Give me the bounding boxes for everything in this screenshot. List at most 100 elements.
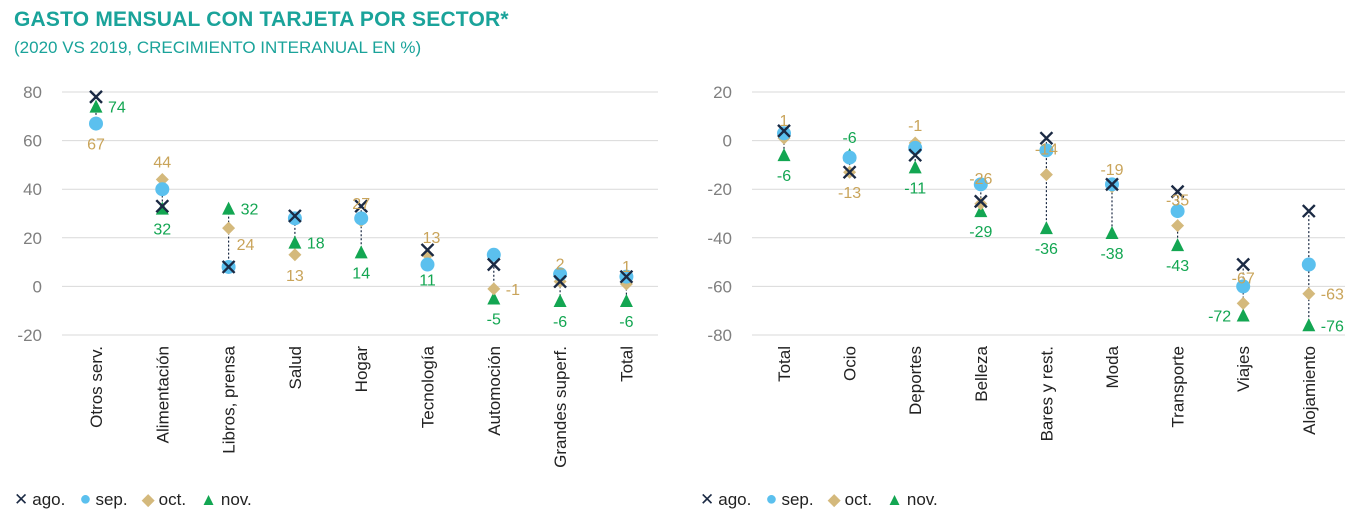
data-label: 11: [419, 273, 436, 290]
data-label: 32: [153, 222, 171, 239]
legend-symbol-ago-icon: ✕: [14, 489, 29, 509]
data-label: 44: [153, 154, 171, 171]
marker-ago: [619, 269, 634, 284]
marker-nov: [487, 291, 501, 305]
data-label: -76: [1321, 318, 1344, 335]
y-tick-label: -20: [707, 180, 732, 199]
marker-nov: [155, 201, 169, 215]
marker-sep: [155, 182, 170, 197]
marker-nov: [777, 148, 791, 162]
data-label: 67: [87, 137, 105, 154]
data-label: 18: [307, 236, 325, 253]
marker-sep: [1236, 279, 1251, 294]
data-label: 14: [352, 265, 370, 282]
legend-label: oct.: [158, 489, 187, 509]
legend-right: ✕ ago. ● sep. ◆ oct. ▲ nov.: [700, 488, 952, 511]
chart-subtitle: (2020 VS 2019, CRECIMIENTO INTERANUAL EN…: [14, 38, 422, 57]
marker-nov: [222, 201, 236, 215]
marker-nov: [908, 160, 922, 174]
data-label: 1: [780, 113, 789, 130]
marker-sep: [420, 257, 435, 272]
data-label: -6: [842, 130, 856, 147]
x-tick-label: Belleza: [972, 345, 991, 401]
legend-label: oct.: [844, 489, 873, 509]
legend-symbol-sep-icon: ●: [79, 488, 92, 510]
chart-panel-2: -80 -60 -40 -20 0 20 Total Ocio Deportes Belleza B…: [707, 83, 1345, 441]
marker-nov: [354, 245, 368, 259]
x-tick-label: Moda: [1103, 345, 1122, 388]
x-tick-label: Bares y rest.: [1037, 346, 1056, 441]
marker-ago: [155, 199, 170, 214]
marker-ago: [221, 260, 236, 274]
legend-item-ago: ✕ ago.: [700, 490, 751, 510]
legend-label: sep.: [781, 489, 814, 509]
y-tick-label: 0: [33, 277, 42, 296]
legend-item-ago: ✕ ago.: [14, 490, 65, 510]
marker-ago: [1105, 177, 1119, 192]
marker-oct: [1302, 287, 1316, 301]
marker-ago: [1236, 257, 1251, 272]
marker-nov: [1039, 221, 1053, 235]
marker-ago: [1301, 204, 1316, 218]
marker-nov: [553, 293, 567, 307]
legend-label: sep.: [95, 489, 128, 509]
marker-sep: [287, 211, 302, 226]
legend-item-oct: ◆ oct.: [828, 490, 872, 510]
data-label: 13: [286, 268, 304, 285]
chart-title: GASTO MENSUAL CON TARJETA POR SECTOR*: [14, 8, 509, 31]
data-label: 1: [622, 259, 631, 276]
marker-sep: [354, 211, 369, 226]
marker-oct: [1171, 219, 1185, 233]
legend-symbol-nov-icon: ▲: [200, 489, 217, 509]
x-tick-label: Viajes: [1234, 346, 1253, 392]
data-label: -14: [1035, 142, 1058, 159]
marker-sep: [1170, 204, 1185, 219]
marker-oct: [1236, 296, 1250, 310]
marker-sep: [1301, 257, 1316, 272]
marker-oct: [487, 282, 501, 296]
data-label: -29: [969, 224, 992, 241]
marker-nov: [288, 235, 302, 249]
marker-sep: [1039, 143, 1054, 158]
marker-nov: [1302, 318, 1316, 332]
marker-ago: [288, 209, 302, 223]
y-tick-label: 20: [23, 229, 42, 248]
y-tick-label: 20: [713, 83, 732, 102]
data-label: -35: [1166, 193, 1189, 210]
marker-ago: [777, 124, 791, 138]
marker-ago: [553, 274, 567, 289]
marker-sep: [842, 150, 857, 165]
marker-ago: [1170, 184, 1185, 199]
x-tick-label: Ocio: [841, 346, 860, 381]
y-tick-label: -80: [707, 326, 732, 345]
marker-oct: [974, 197, 988, 211]
legend-symbol-nov-icon: ▲: [886, 489, 903, 509]
data-label: -63: [1321, 287, 1344, 304]
legend-symbol-ago-icon: ✕: [700, 489, 715, 509]
y-tick-label: 0: [723, 132, 732, 151]
x-tick-label: Alojamiento: [1300, 346, 1319, 435]
x-tick-label: Deportes: [906, 346, 925, 415]
data-label: -1: [506, 282, 520, 299]
legend-label: ago.: [32, 489, 66, 509]
marker-sep: [89, 116, 103, 131]
data-label: -43: [1166, 258, 1189, 275]
x-tick-label: Total: [617, 346, 636, 382]
data-label: 13: [423, 230, 441, 247]
marker-ago: [420, 243, 435, 257]
x-tick-label: Total: [775, 346, 794, 382]
marker-sep: [777, 126, 791, 141]
data-label: 74: [108, 100, 126, 117]
data-label: -6: [619, 314, 633, 331]
marker-sep: [973, 177, 988, 192]
data-label: 32: [241, 202, 259, 219]
x-tick-label: Alimentación: [153, 346, 172, 443]
data-label: 2: [556, 257, 565, 274]
x-tick-label: Automoción: [485, 346, 504, 436]
data-label: -13: [838, 185, 861, 202]
data-label: -5: [487, 312, 501, 329]
marker-oct: [222, 221, 236, 235]
marker-sep: [486, 247, 501, 262]
data-label: -72: [1208, 309, 1231, 326]
